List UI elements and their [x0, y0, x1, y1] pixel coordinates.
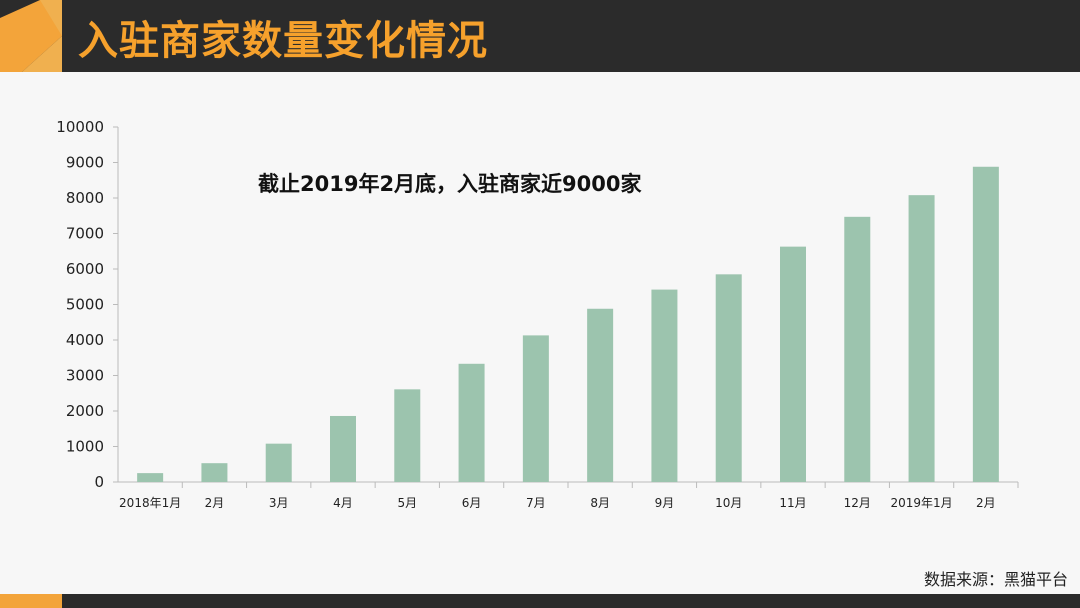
- y-tick-label: 2000: [66, 402, 104, 420]
- bar: [330, 415, 356, 482]
- y-tick-label: 8000: [66, 189, 104, 207]
- x-tick-label: 2018年1月: [119, 496, 181, 510]
- bar: [651, 289, 678, 482]
- bar: [715, 274, 742, 482]
- y-tick-label: 6000: [66, 260, 104, 278]
- bar: [780, 246, 806, 482]
- y-tick-label: 10000: [56, 118, 104, 136]
- x-tick-label: 6月: [462, 496, 482, 510]
- y-tick-label: 4000: [66, 331, 104, 349]
- y-tick-label: 7000: [66, 225, 104, 243]
- header-bar: [0, 0, 1080, 72]
- x-tick-label: 4月: [333, 496, 353, 510]
- bar: [844, 216, 871, 482]
- x-tick-label: 5月: [397, 496, 417, 510]
- chart-labels: 0 1000 2000 3000 4000 5000 6000 7000 8000 9000 100…: [56, 118, 995, 510]
- y-tick-label: 0: [94, 473, 104, 491]
- footer-accent: [0, 594, 62, 608]
- header-accent-shape: [0, 0, 62, 72]
- x-tick-label: 9月: [655, 496, 675, 510]
- x-tick-label: 3月: [269, 496, 289, 510]
- x-tick-label: 2月: [205, 496, 225, 510]
- chart-annotation: 截止2019年2月底，入驻商家近9000家: [258, 172, 642, 196]
- data-source: 数据来源：黑猫平台: [923, 570, 1068, 589]
- y-tick-label: 1000: [66, 438, 104, 456]
- bar: [908, 195, 935, 482]
- chart-bars: [137, 166, 999, 482]
- x-tick-label: 10月: [715, 496, 742, 510]
- x-tick-label: 2月: [976, 496, 996, 510]
- x-tick-label: 2019年1月: [890, 496, 952, 510]
- x-tick-label: 12月: [844, 496, 871, 510]
- x-tick-label: 7月: [526, 496, 546, 510]
- bar: [972, 166, 999, 482]
- bar: [458, 363, 485, 482]
- y-tick-label: 5000: [66, 296, 104, 314]
- bar: [137, 473, 164, 482]
- y-tick-label: 3000: [66, 367, 104, 385]
- footer-bar: [0, 594, 1080, 608]
- bar: [201, 463, 228, 482]
- bar: [394, 389, 421, 482]
- x-tick-label: 11月: [779, 496, 806, 510]
- x-tick-label: 8月: [590, 496, 610, 510]
- bar: [587, 308, 614, 482]
- page-title: 入驻商家数量变化情况: [78, 18, 488, 64]
- bar: [522, 335, 549, 482]
- bar: [265, 443, 292, 482]
- y-tick-label: 9000: [66, 154, 104, 172]
